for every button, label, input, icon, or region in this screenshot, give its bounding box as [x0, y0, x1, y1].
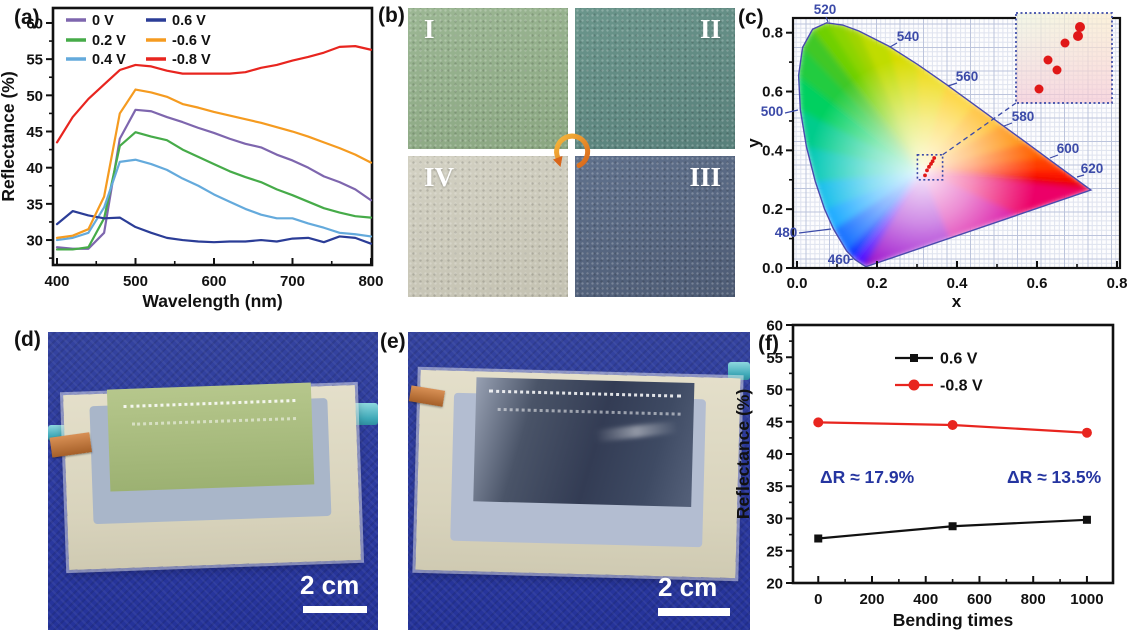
bending-stability-chart: 0 200 400 600 800 1000 20 25 30 35 40 45 50 55 60 Bendi…: [735, 318, 1115, 630]
svg-text:700: 700: [280, 273, 305, 290]
svg-text:0.6 V: 0.6 V: [172, 13, 206, 29]
svg-text:500: 500: [123, 273, 148, 290]
svg-text:400: 400: [913, 591, 938, 608]
svg-text:480: 480: [775, 225, 798, 240]
svg-text:0.0: 0.0: [787, 275, 808, 292]
svg-text:-0.8 V: -0.8 V: [172, 52, 211, 68]
reflectance-spectra-chart: 400 500 600 700 800 30 35 40 45 50 55 60 Wavelength …: [0, 6, 383, 311]
fabric-photo-state-4: IV: [408, 156, 568, 297]
svg-text:0.4: 0.4: [762, 142, 784, 159]
svg-text:620: 620: [1081, 161, 1104, 176]
svg-text:Wavelength (nm): Wavelength (nm): [142, 291, 282, 311]
svg-text:55: 55: [26, 52, 43, 69]
device-photo-dark-state: 2 cm: [408, 332, 750, 630]
svg-text:50: 50: [26, 88, 43, 105]
svg-text:0.4: 0.4: [947, 275, 969, 292]
device-photo-colored-state: 2 cm: [48, 332, 378, 630]
panel-c-label: (c): [738, 6, 764, 29]
svg-text:0.6: 0.6: [1027, 275, 1048, 292]
svg-text:0.6: 0.6: [762, 84, 783, 101]
svg-text:0: 0: [814, 591, 822, 608]
svg-text:30: 30: [26, 233, 43, 250]
fabric-texture: [408, 156, 568, 297]
svg-text:35: 35: [26, 196, 43, 213]
support-rod: [728, 362, 750, 380]
svg-text:0.8: 0.8: [762, 25, 783, 42]
scale-bar-label: 2 cm: [658, 572, 718, 602]
svg-text:0.2: 0.2: [867, 275, 888, 292]
electrochromic-device: [408, 369, 741, 579]
fabric-texture: [408, 8, 568, 149]
fabric-photo-state-1: I: [408, 8, 568, 149]
panel-f-label: (f): [758, 332, 779, 355]
numeral-II: II: [699, 14, 721, 44]
svg-text:1000: 1000: [1070, 591, 1103, 608]
svg-text:460: 460: [828, 252, 851, 267]
svg-text:600: 600: [1057, 141, 1080, 156]
svg-text:Reflectance (%): Reflectance (%): [735, 389, 753, 519]
svg-text:0.2 V: 0.2 V: [92, 33, 126, 49]
svg-text:600: 600: [967, 591, 992, 608]
panel-d-label: (d): [14, 328, 41, 351]
svg-text:35: 35: [766, 479, 783, 496]
numeral-I: I: [424, 14, 435, 44]
numeral-III: III: [689, 162, 721, 192]
svg-text:30: 30: [766, 511, 783, 528]
cie-chromaticity-diagram: 0.0 0.2 0.4 0.6 0.8 0.0 0.2 0.4 0.6 0.8 x y 520 540 56…: [744, 2, 1128, 310]
svg-text:500: 500: [761, 104, 784, 119]
svg-text:Bending times: Bending times: [893, 610, 1014, 630]
panel-a-label: (a): [14, 6, 40, 29]
electrochromic-device: [49, 382, 361, 571]
svg-text:50: 50: [766, 382, 783, 399]
panel-b-label: (b): [378, 4, 405, 27]
svg-text:20: 20: [766, 576, 783, 593]
fabric-texture: [575, 8, 735, 149]
svg-text:800: 800: [1021, 591, 1046, 608]
fabric-texture: [575, 156, 735, 297]
svg-text:45: 45: [26, 124, 43, 141]
scale-bar: [658, 608, 730, 616]
svg-text:580: 580: [1012, 109, 1035, 124]
numeral-IV: IV: [424, 162, 455, 192]
svg-text:40: 40: [766, 447, 783, 464]
svg-text:25: 25: [766, 543, 783, 560]
scale-bar: [303, 606, 367, 613]
svg-text:60: 60: [766, 318, 783, 335]
panel-e-label: (e): [380, 330, 406, 353]
rotation-arrow-icon: [553, 133, 591, 168]
svg-text:0.6 V: 0.6 V: [940, 351, 978, 368]
svg-text:540: 540: [897, 29, 920, 44]
svg-text:y: y: [744, 138, 763, 148]
light-reflection: [594, 420, 679, 443]
svg-text:0.0: 0.0: [762, 260, 783, 277]
svg-text:ΔR ≈ 13.5%: ΔR ≈ 13.5%: [1007, 467, 1102, 487]
fabric-photo-state-2: II: [575, 8, 735, 149]
svg-text:-0.8 V: -0.8 V: [940, 378, 983, 395]
svg-text:600: 600: [201, 273, 226, 290]
svg-text:0.2: 0.2: [762, 201, 783, 218]
svg-text:45: 45: [766, 414, 783, 431]
fabric-photo-state-3: III: [575, 156, 735, 297]
scale-bar-label: 2 cm: [300, 570, 360, 600]
svg-text:-0.6 V: -0.6 V: [172, 33, 211, 49]
fabric-color-states-grid: I II IV III: [408, 8, 735, 297]
device-fabric-green: [106, 382, 315, 492]
svg-text:520: 520: [814, 2, 837, 17]
svg-text:55: 55: [766, 350, 783, 367]
svg-text:200: 200: [859, 591, 884, 608]
device-fabric-dark: [473, 377, 695, 507]
svg-text:40: 40: [26, 160, 43, 177]
svg-text:x: x: [952, 292, 962, 310]
svg-text:0 V: 0 V: [92, 13, 114, 29]
svg-text:560: 560: [956, 69, 979, 84]
svg-text:60: 60: [26, 15, 43, 32]
svg-text:ΔR ≈ 17.9%: ΔR ≈ 17.9%: [820, 467, 915, 487]
svg-text:Reflectance (%): Reflectance (%): [0, 71, 18, 201]
svg-text:400: 400: [44, 273, 69, 290]
svg-text:800: 800: [358, 273, 383, 290]
svg-text:0.8: 0.8: [1107, 275, 1128, 292]
svg-text:0.4 V: 0.4 V: [92, 52, 126, 68]
